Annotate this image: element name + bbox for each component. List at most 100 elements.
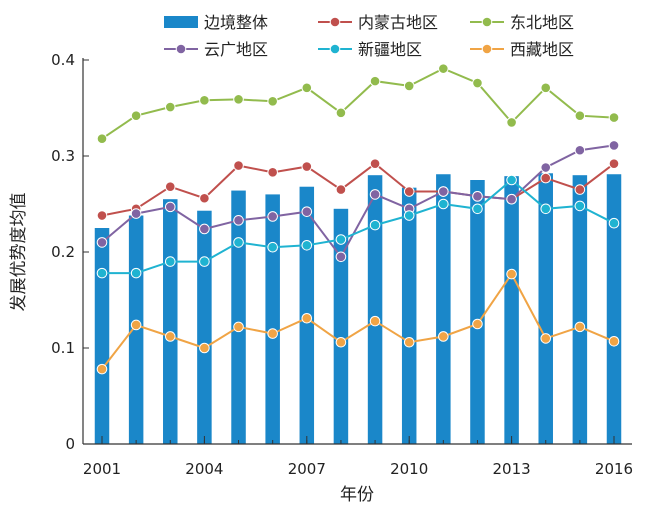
bar-series-area [94, 173, 622, 445]
data-point [369, 315, 381, 327]
data-point [438, 63, 449, 74]
data-point [267, 328, 278, 339]
series-line [101, 67, 615, 140]
data-point [403, 336, 415, 348]
data-point [574, 144, 586, 156]
data-point [335, 234, 347, 245]
data-point [233, 215, 244, 226]
data-point [574, 200, 586, 212]
data-point [301, 206, 313, 217]
data-point [438, 331, 449, 342]
bar [436, 174, 451, 445]
data-point [574, 184, 586, 195]
y-tick-label: 0.3 [51, 147, 75, 165]
data-point [608, 112, 620, 123]
legend-label: 云广地区 [204, 40, 268, 59]
bar [367, 175, 383, 444]
bar [470, 180, 485, 444]
data-point [369, 75, 381, 87]
bar [572, 175, 588, 444]
bar [163, 199, 178, 444]
x-tick-label: 2013 [493, 460, 531, 478]
data-point [96, 363, 108, 375]
bar [333, 208, 349, 444]
y-tick-label: 0.4 [51, 51, 75, 69]
data-point [335, 251, 347, 263]
data-point [164, 331, 176, 342]
data-point [335, 107, 347, 119]
x-tick-label: 2007 [288, 460, 326, 478]
data-point [369, 219, 381, 231]
data-point [164, 256, 176, 267]
x-tick-label: 2004 [185, 460, 223, 478]
axes: 0 0.1 0.2 0.3 0.4 2001 2004 2007 2010 2013 2016 [51, 51, 633, 478]
legend-swatch-marker [481, 43, 493, 55]
data-point [574, 110, 586, 121]
data-point [199, 223, 210, 235]
data-point [540, 162, 552, 173]
data-point [199, 256, 210, 267]
data-point [199, 95, 210, 106]
data-point [506, 268, 517, 280]
data-point [369, 158, 381, 169]
data-point [608, 140, 620, 151]
data-point [403, 186, 415, 197]
data-point [199, 192, 210, 204]
data-point [608, 158, 620, 169]
y-tick-label: 0.2 [51, 243, 75, 261]
data-point [438, 186, 449, 197]
data-point [267, 241, 278, 253]
data-point [506, 174, 517, 186]
data-point [96, 133, 108, 145]
data-point [233, 160, 244, 171]
data-point [164, 101, 176, 113]
data-point [472, 77, 483, 89]
data-point [540, 333, 552, 344]
data-point [164, 201, 176, 213]
bar [94, 228, 110, 444]
data-point [472, 191, 483, 202]
data-point [130, 110, 142, 121]
legend-swatch-marker [175, 43, 187, 55]
legend-swatch-marker [481, 16, 493, 28]
y-tick-label: 0.1 [51, 339, 75, 357]
y-axis-title: 发展优势度均值 [9, 193, 29, 312]
data-point [608, 335, 620, 347]
series-line [101, 272, 615, 370]
data-point [96, 237, 108, 248]
data-point [369, 189, 381, 200]
data-point [301, 82, 313, 94]
data-point [472, 318, 483, 330]
data-point [233, 237, 244, 248]
data-point [301, 161, 313, 172]
data-point [438, 198, 449, 210]
data-point [199, 342, 210, 354]
data-point [574, 321, 586, 333]
data-point [403, 80, 415, 92]
data-point [335, 184, 347, 195]
data-point [540, 203, 552, 215]
data-point [540, 172, 552, 184]
data-point [608, 217, 620, 229]
data-point [506, 117, 517, 128]
legend-swatch-bar [164, 16, 198, 28]
data-point [96, 210, 108, 221]
data-point [130, 319, 142, 331]
series-line [102, 178, 615, 275]
data-point [96, 267, 108, 279]
bar [504, 176, 519, 444]
legend-label: 东北地区 [510, 13, 574, 32]
x-tick-label: 2016 [595, 460, 633, 478]
series-line [101, 162, 615, 217]
x-tick-label: 2010 [390, 460, 428, 478]
data-point [130, 208, 142, 219]
legend-label: 内蒙古地区 [358, 13, 438, 32]
data-point [540, 82, 552, 94]
data-point [267, 167, 278, 178]
data-point [267, 211, 278, 222]
bar [538, 173, 553, 444]
legend-label: 新疆地区 [358, 40, 422, 59]
data-point [267, 95, 278, 107]
legend-swatch-marker [329, 43, 341, 55]
